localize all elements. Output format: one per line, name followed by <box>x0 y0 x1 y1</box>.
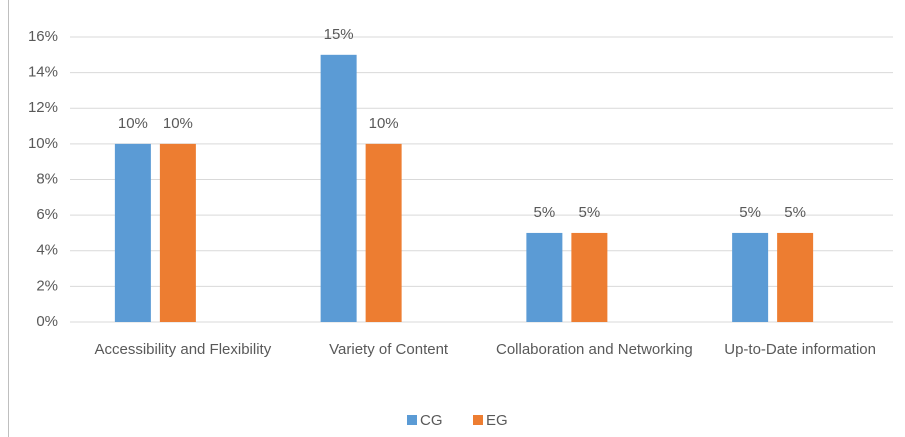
legend-swatch <box>407 415 417 425</box>
bar <box>159 143 196 322</box>
bar <box>365 143 402 322</box>
y-tick-label: 8% <box>36 170 58 187</box>
data-label: 10% <box>118 115 148 132</box>
data-label: 5% <box>739 204 761 221</box>
bar <box>777 232 814 322</box>
data-label: 10% <box>163 115 193 132</box>
data-label: 15% <box>324 26 354 43</box>
bar <box>320 54 357 322</box>
data-label: 10% <box>369 115 399 132</box>
bar <box>114 143 151 322</box>
data-label: 5% <box>579 204 601 221</box>
y-tick-label: 14% <box>28 64 58 81</box>
y-tick-label: 10% <box>28 135 58 152</box>
y-tick-label: 12% <box>28 99 58 116</box>
data-label: 5% <box>534 204 556 221</box>
y-tick-label: 6% <box>36 206 58 223</box>
bar <box>571 232 608 322</box>
y-tick-label: 2% <box>36 277 58 294</box>
x-tick-label: Collaboration and Networking <box>495 341 693 358</box>
data-label: 5% <box>784 204 806 221</box>
legend-swatch <box>473 415 483 425</box>
y-tick-label: 0% <box>36 313 58 330</box>
x-tick-label: Variety of Content <box>329 341 449 358</box>
x-tick-label: Accessibility and Flexibility <box>94 341 272 358</box>
x-tick-label: Up-to-Date information <box>724 341 876 358</box>
chart-border <box>8 0 9 437</box>
y-tick-label: 4% <box>36 242 58 259</box>
bar <box>526 232 563 322</box>
y-tick-label: 16% <box>28 28 58 45</box>
bar <box>732 232 769 322</box>
legend-label: CG <box>420 412 443 429</box>
legend-label: EG <box>486 412 508 429</box>
